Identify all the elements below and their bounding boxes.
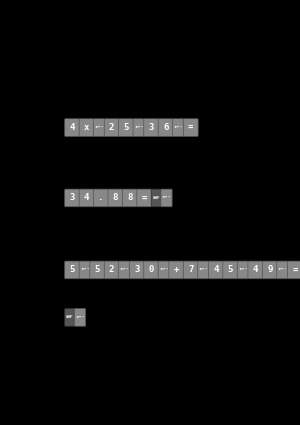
Text: °"': °"' [173, 125, 183, 130]
Text: °"': °"' [80, 267, 90, 272]
Text: 5: 5 [94, 266, 100, 275]
Text: °"': °"' [162, 196, 171, 201]
FancyBboxPatch shape [183, 261, 198, 279]
Text: +: + [174, 266, 179, 275]
Text: 6: 6 [163, 123, 168, 132]
FancyBboxPatch shape [79, 261, 90, 279]
FancyBboxPatch shape [108, 189, 123, 207]
FancyBboxPatch shape [65, 189, 80, 207]
FancyBboxPatch shape [277, 261, 288, 279]
Text: 3: 3 [70, 193, 75, 202]
FancyBboxPatch shape [79, 189, 94, 207]
FancyBboxPatch shape [118, 119, 134, 136]
Text: .: . [98, 193, 104, 202]
FancyBboxPatch shape [158, 119, 173, 136]
Text: 4: 4 [253, 266, 258, 275]
FancyBboxPatch shape [237, 261, 248, 279]
Text: 4: 4 [84, 193, 89, 202]
Text: °"': °"' [94, 125, 104, 130]
Text: 9: 9 [267, 266, 272, 275]
FancyBboxPatch shape [144, 119, 159, 136]
Text: °"': °"' [75, 315, 85, 320]
FancyBboxPatch shape [137, 189, 152, 207]
Text: =: = [188, 123, 194, 132]
FancyBboxPatch shape [65, 261, 80, 279]
FancyBboxPatch shape [94, 189, 108, 207]
Text: 2: 2 [109, 123, 114, 132]
Text: 0: 0 [148, 266, 154, 275]
FancyBboxPatch shape [144, 261, 159, 279]
Text: 3: 3 [148, 123, 154, 132]
Text: 8: 8 [127, 193, 133, 202]
Text: =: = [292, 266, 298, 275]
Text: °"': °"' [278, 267, 287, 272]
FancyBboxPatch shape [118, 261, 130, 279]
FancyBboxPatch shape [262, 261, 277, 279]
FancyBboxPatch shape [79, 119, 94, 136]
Text: °"': °"' [238, 267, 248, 272]
FancyBboxPatch shape [104, 261, 119, 279]
Text: 5: 5 [228, 266, 233, 275]
FancyBboxPatch shape [183, 119, 198, 136]
FancyBboxPatch shape [158, 261, 169, 279]
FancyBboxPatch shape [65, 119, 80, 136]
Text: °"': °"' [134, 125, 143, 130]
FancyBboxPatch shape [161, 189, 172, 207]
FancyBboxPatch shape [198, 261, 209, 279]
Text: 4: 4 [70, 123, 75, 132]
FancyBboxPatch shape [172, 119, 184, 136]
FancyBboxPatch shape [287, 261, 300, 279]
FancyBboxPatch shape [104, 119, 119, 136]
FancyBboxPatch shape [169, 261, 184, 279]
FancyBboxPatch shape [90, 261, 105, 279]
Text: 3: 3 [134, 266, 140, 275]
FancyBboxPatch shape [248, 261, 263, 279]
FancyBboxPatch shape [74, 309, 86, 326]
Text: x: x [84, 123, 89, 132]
FancyBboxPatch shape [133, 119, 144, 136]
Text: 5: 5 [70, 266, 75, 275]
FancyBboxPatch shape [65, 309, 75, 326]
Text: °"': °"' [119, 267, 129, 272]
FancyBboxPatch shape [151, 189, 161, 207]
Text: 2: 2 [109, 266, 114, 275]
Text: =: = [142, 193, 147, 202]
Text: 4: 4 [213, 266, 218, 275]
FancyBboxPatch shape [208, 261, 223, 279]
Text: °"': °"' [198, 267, 208, 272]
FancyBboxPatch shape [94, 119, 105, 136]
Text: SHF: SHF [66, 315, 74, 319]
Text: SHF: SHF [153, 196, 160, 200]
FancyBboxPatch shape [122, 189, 137, 207]
FancyBboxPatch shape [223, 261, 238, 279]
Text: °"': °"' [159, 267, 169, 272]
FancyBboxPatch shape [129, 261, 144, 279]
Text: 7: 7 [188, 266, 194, 275]
Text: 5: 5 [123, 123, 129, 132]
Text: 8: 8 [113, 193, 118, 202]
